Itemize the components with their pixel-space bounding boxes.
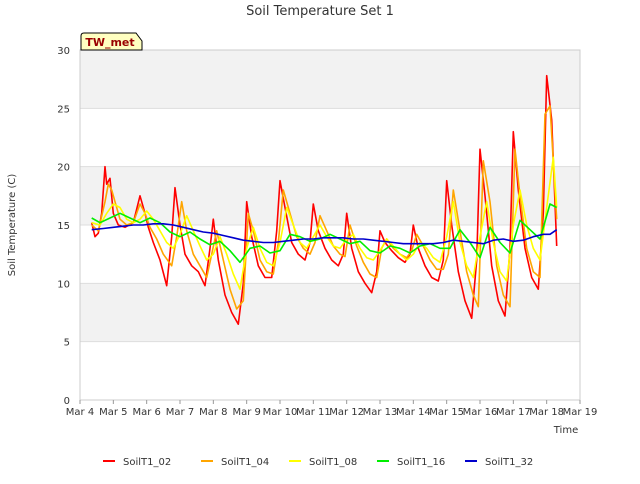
x-tick-label: Mar 4 <box>66 407 94 418</box>
annotation-badge: TW_met <box>80 32 143 51</box>
legend-item: SoilT1_04 <box>201 457 269 468</box>
series-lines <box>90 74 558 326</box>
x-tick-label: Mar 7 <box>166 407 194 418</box>
series-line-soilt1_16 <box>91 203 558 264</box>
series-line-soilt1_32 <box>91 223 558 245</box>
chart-title: Soil Temperature Set 1 <box>246 4 394 19</box>
y-axis-ticks: 0 5 10 15 20 25 30 <box>57 46 70 407</box>
y-tick-label: 20 <box>57 163 70 174</box>
series-line-soilt1_04 <box>91 105 558 310</box>
series-line-soilt1_02 <box>90 74 558 326</box>
x-tick-label: Mar 11 <box>296 407 331 418</box>
x-tick-label: Mar 10 <box>263 407 298 418</box>
y-axis-label: Soil Temperature (C) <box>7 174 18 277</box>
annotation-badge-label: TW_met <box>85 36 134 49</box>
x-tick-label: Mar 19 <box>563 407 598 418</box>
x-tick-label: Mar 15 <box>429 407 464 418</box>
y-tick-label: 25 <box>57 104 70 115</box>
legend-label: SoilT1_04 <box>221 457 269 468</box>
plot-frame <box>79 49 581 401</box>
x-tick-label: Mar 13 <box>363 407 398 418</box>
background-band <box>80 166 580 225</box>
legend-item: SoilT1_08 <box>289 457 357 468</box>
y-tick-label: 10 <box>57 279 70 290</box>
x-tick-label: Mar 17 <box>496 407 531 418</box>
legend-item: SoilT1_16 <box>377 457 445 468</box>
x-tick-label: Mar 16 <box>463 407 498 418</box>
x-axis-label: Time <box>553 425 578 436</box>
legend: SoilT1_02 SoilT1_04 SoilT1_08 SoilT1_16 Soil… <box>103 457 533 468</box>
legend-label: SoilT1_08 <box>309 457 357 468</box>
x-tick-label: Mar 5 <box>99 407 127 418</box>
y-tick-label: 30 <box>57 46 70 57</box>
x-tick-label: Mar 8 <box>199 407 227 418</box>
x-tick-label: Mar 18 <box>529 407 564 418</box>
y-tick-label: 15 <box>57 221 70 232</box>
x-tick-label: Mar 12 <box>329 407 364 418</box>
y-tick-label: 5 <box>64 338 70 349</box>
legend-item: SoilT1_02 <box>103 457 171 468</box>
legend-label: SoilT1_16 <box>397 457 445 468</box>
legend-label: SoilT1_02 <box>123 457 171 468</box>
x-tick-label: Mar 14 <box>396 407 431 418</box>
background-band <box>80 108 580 167</box>
x-axis-ticks: Mar 4 Mar 5 Mar 6 Mar 7 Mar 8 Mar 9 Mar 10Mar … <box>66 400 598 418</box>
legend-label: SoilT1_32 <box>485 457 533 468</box>
background-band <box>80 50 580 109</box>
x-tick-label: Mar 6 <box>132 407 160 418</box>
background-band <box>80 341 580 400</box>
x-tick-label: Mar 9 <box>232 407 260 418</box>
legend-item: SoilT1_32 <box>465 457 533 468</box>
y-tick-label: 0 <box>64 396 70 407</box>
